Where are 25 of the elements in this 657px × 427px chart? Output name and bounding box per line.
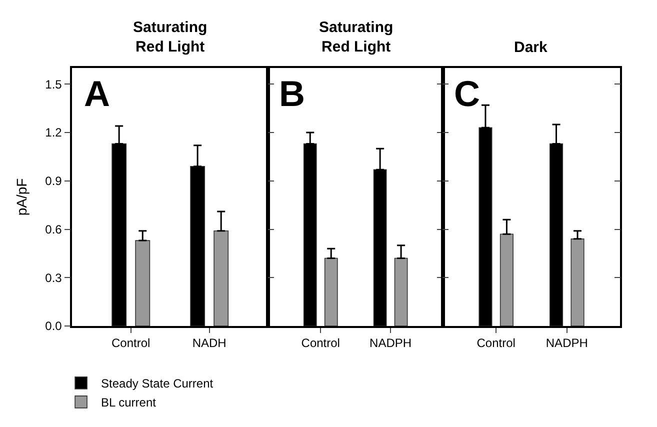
x-tick-label: NADH — [192, 336, 226, 350]
chart-title: Dark — [514, 39, 548, 56]
annotation: B — [279, 73, 305, 114]
bar — [214, 230, 229, 326]
x-tick-label: NADPH — [546, 336, 588, 350]
y-tick-label: 0.0 — [45, 319, 62, 334]
bar — [570, 238, 584, 326]
y-tick-label: 0.9 — [45, 174, 62, 188]
x-tick-label: Control — [301, 336, 340, 350]
annotation: C — [454, 73, 480, 114]
y-tick-label: 0.6 — [45, 222, 62, 236]
legend-label: BL current — [101, 396, 157, 410]
bar — [135, 240, 150, 326]
y-tick-label: 1.5 — [45, 77, 62, 92]
legend-label: Steady State Current — [101, 376, 214, 391]
chart-title: Saturating Red Light — [133, 19, 208, 56]
x-tick-label: Control — [112, 336, 150, 350]
y-axis-title: pA/pF — [13, 178, 30, 216]
x-tick-label: Control — [476, 336, 516, 350]
y-tick-label: 1.2 — [45, 126, 62, 140]
bar — [500, 234, 514, 326]
x-tick-label: NADPH — [370, 336, 412, 350]
y-tick-label: 0.3 — [45, 270, 62, 285]
chart-title: Saturating Red Light — [319, 19, 394, 56]
annotation: A — [84, 73, 110, 114]
